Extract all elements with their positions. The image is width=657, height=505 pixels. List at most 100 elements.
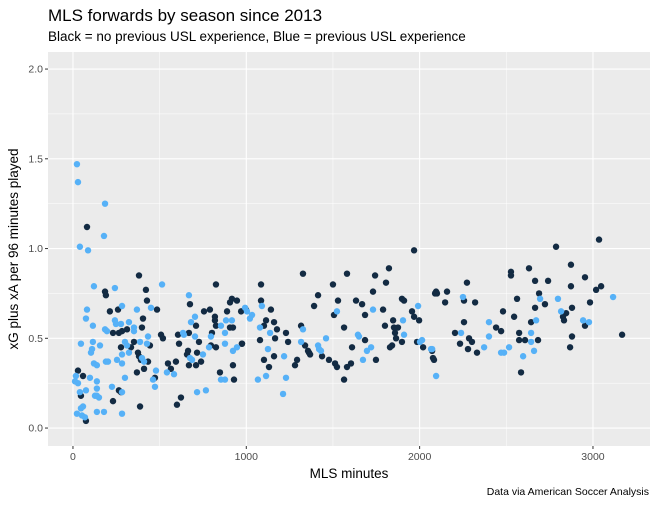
data-point bbox=[410, 313, 418, 320]
data-point bbox=[265, 363, 273, 371]
data-point bbox=[138, 324, 146, 331]
data-point bbox=[83, 306, 91, 313]
data-point bbox=[459, 293, 467, 301]
data-point bbox=[333, 363, 341, 371]
y-tick-label: 2.0 bbox=[28, 64, 43, 76]
data-point bbox=[197, 358, 205, 365]
data-point bbox=[361, 311, 369, 319]
data-point bbox=[567, 261, 575, 268]
data-point bbox=[367, 344, 375, 351]
data-point bbox=[185, 362, 193, 369]
data-point bbox=[369, 288, 377, 295]
data-point bbox=[186, 300, 194, 308]
data-point bbox=[398, 338, 406, 346]
data-point bbox=[456, 340, 464, 347]
data-point bbox=[536, 295, 544, 303]
data-point bbox=[192, 362, 200, 369]
data-point bbox=[109, 397, 117, 405]
data-point bbox=[510, 313, 518, 320]
data-point bbox=[347, 360, 355, 367]
data-point bbox=[118, 351, 126, 358]
data-point bbox=[89, 322, 97, 329]
data-point bbox=[79, 372, 87, 380]
data-point bbox=[299, 270, 307, 277]
data-point bbox=[152, 367, 160, 374]
data-point bbox=[282, 374, 290, 381]
data-point bbox=[93, 378, 101, 385]
data-point bbox=[544, 277, 552, 285]
data-point bbox=[457, 329, 465, 337]
data-point bbox=[358, 300, 366, 308]
data-point bbox=[82, 387, 90, 394]
data-point bbox=[143, 340, 151, 347]
data-point bbox=[541, 300, 549, 308]
data-point bbox=[568, 304, 576, 311]
data-point bbox=[585, 318, 593, 326]
data-point bbox=[499, 308, 507, 315]
data-point bbox=[266, 329, 274, 337]
data-point bbox=[270, 318, 278, 326]
data-point bbox=[291, 362, 299, 369]
data-point bbox=[246, 315, 254, 322]
data-point bbox=[86, 374, 94, 381]
data-point bbox=[233, 344, 241, 351]
data-point bbox=[317, 347, 325, 355]
data-point bbox=[310, 302, 318, 310]
data-point bbox=[515, 329, 523, 337]
data-point bbox=[73, 160, 81, 168]
y-tick-label: 0.0 bbox=[28, 423, 43, 435]
data-point bbox=[525, 265, 533, 272]
data-point bbox=[460, 318, 468, 326]
data-point bbox=[428, 345, 436, 353]
data-point bbox=[282, 329, 290, 337]
data-point bbox=[400, 297, 408, 304]
data-point bbox=[271, 335, 279, 342]
data-point bbox=[175, 340, 183, 347]
data-point bbox=[284, 338, 292, 346]
data-point bbox=[212, 281, 220, 288]
data-point bbox=[408, 308, 416, 315]
y-tick-label: 1.5 bbox=[28, 153, 43, 165]
data-point bbox=[579, 317, 587, 324]
data-point bbox=[185, 329, 193, 337]
data-point bbox=[109, 329, 117, 337]
data-point bbox=[270, 353, 278, 360]
data-point bbox=[144, 333, 152, 340]
data-point bbox=[185, 292, 193, 299]
data-point bbox=[118, 302, 126, 310]
data-point bbox=[130, 327, 138, 335]
data-point bbox=[385, 265, 393, 272]
data-point bbox=[136, 403, 144, 410]
data-point bbox=[81, 414, 89, 421]
data-point bbox=[527, 338, 535, 346]
data-point bbox=[192, 322, 200, 329]
data-point bbox=[135, 272, 143, 279]
data-point bbox=[264, 345, 272, 353]
data-point bbox=[221, 340, 229, 347]
chart-subtitle: Black = no previous USL experience, Blue… bbox=[48, 29, 466, 44]
data-point bbox=[325, 356, 333, 364]
data-point bbox=[343, 270, 351, 277]
data-point bbox=[306, 351, 314, 358]
data-point bbox=[609, 293, 617, 301]
data-point bbox=[102, 292, 110, 299]
data-point bbox=[492, 324, 500, 331]
data-point bbox=[76, 243, 84, 250]
data-points bbox=[71, 160, 626, 425]
data-point bbox=[101, 200, 109, 207]
data-point bbox=[471, 299, 479, 306]
data-point bbox=[133, 306, 141, 313]
data-point bbox=[527, 329, 535, 337]
axis-ticks: 0 1000 2000 3000 0.0 0.5 1.0 1.5 2.0 bbox=[28, 64, 604, 463]
data-point bbox=[202, 387, 210, 394]
data-point bbox=[480, 344, 488, 351]
data-point bbox=[74, 178, 82, 186]
data-point bbox=[206, 306, 214, 313]
data-point bbox=[560, 317, 568, 324]
data-point bbox=[381, 322, 389, 329]
data-point bbox=[205, 344, 213, 351]
data-point bbox=[217, 322, 225, 329]
data-point bbox=[414, 302, 422, 310]
data-point bbox=[222, 317, 230, 324]
data-point bbox=[139, 315, 147, 322]
